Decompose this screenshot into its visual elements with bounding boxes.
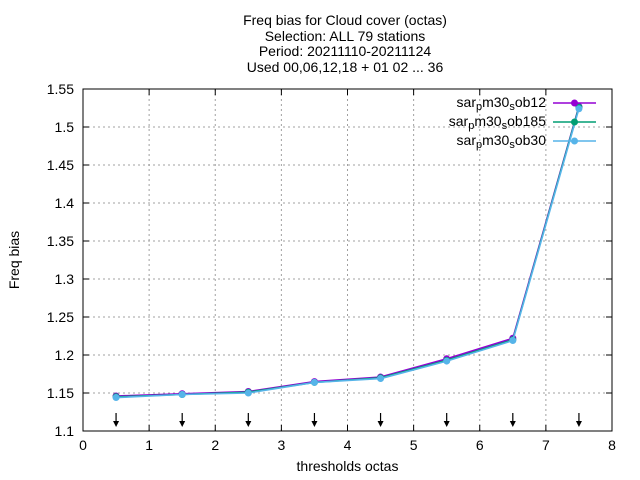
- threshold-arrow-head: [245, 421, 252, 427]
- x-tick-label: 4: [344, 437, 352, 453]
- y-tick-label: 1.5: [55, 119, 75, 135]
- data-series: [112, 102, 583, 402]
- threshold-arrow-head: [575, 421, 582, 427]
- series-line-2: [116, 108, 580, 399]
- data-point: [244, 389, 252, 397]
- y-tick-label: 1.35: [47, 233, 74, 249]
- y-tick-label: 1.4: [55, 195, 75, 211]
- x-tick-label: 0: [79, 437, 87, 453]
- y-tick-label: 1.25: [47, 309, 74, 325]
- x-tick-label: 5: [410, 437, 418, 453]
- legend-entry-label: sarpm30sob185: [449, 113, 546, 132]
- title-line-4: Used 00,06,12,18 + 01 02 ... 36: [247, 59, 444, 75]
- threshold-arrow-head: [311, 421, 318, 427]
- y-tick-label: 1.45: [47, 157, 74, 173]
- data-point: [575, 105, 583, 113]
- threshold-arrow-head: [113, 421, 120, 427]
- title-line-1: Freq bias for Cloud cover (octas): [243, 12, 447, 28]
- y-axis-label: Freq bias: [6, 231, 22, 289]
- axis-ticks: 0 1 2 3 4 5 6 7 8 1.1 1.15 1.2 1.25 1.3 1.35 1.4 1.45 1.5…: [47, 81, 616, 453]
- y-tick-label: 1.15: [47, 385, 74, 401]
- x-tick-label: 8: [608, 437, 616, 453]
- x-tick-label: 7: [542, 437, 550, 453]
- x-tick-label: 2: [211, 437, 219, 453]
- legend-swatch-point: [571, 99, 578, 107]
- legend-entry-label: sarpm30sob30: [457, 132, 547, 151]
- y-tick-label: 1.1: [55, 423, 75, 439]
- y-tick-label: 1.3: [55, 271, 75, 287]
- data-point: [112, 394, 120, 402]
- data-point: [178, 391, 186, 399]
- data-point: [377, 375, 385, 383]
- x-tick-label: 6: [476, 437, 484, 453]
- threshold-arrow-head: [443, 421, 450, 427]
- data-point: [310, 378, 318, 386]
- legend-swatch-point: [571, 137, 578, 145]
- title-line-2: Selection: ALL 79 stations: [265, 28, 426, 44]
- title-line-3: Period: 20211110-20211124: [259, 43, 432, 59]
- threshold-arrow-head: [377, 421, 384, 427]
- y-tick-label: 1.2: [55, 347, 75, 363]
- data-point: [509, 337, 517, 345]
- threshold-arrows: [113, 413, 582, 427]
- data-point: [443, 357, 451, 365]
- x-tick-label: 1: [145, 437, 153, 453]
- legend-swatch-point: [571, 118, 578, 126]
- legend-entry-label: sarpm30sob12: [457, 94, 547, 113]
- chart-title: Freq bias for Cloud cover (octas) Select…: [243, 12, 447, 75]
- y-tick-label: 1.55: [47, 81, 74, 97]
- x-axis-label: thresholds octas: [297, 458, 399, 474]
- threshold-arrow-head: [509, 421, 516, 427]
- threshold-arrow-head: [179, 421, 186, 427]
- x-tick-label: 3: [277, 437, 285, 453]
- grid-lines: [83, 89, 612, 431]
- plot-frame: [82, 88, 613, 432]
